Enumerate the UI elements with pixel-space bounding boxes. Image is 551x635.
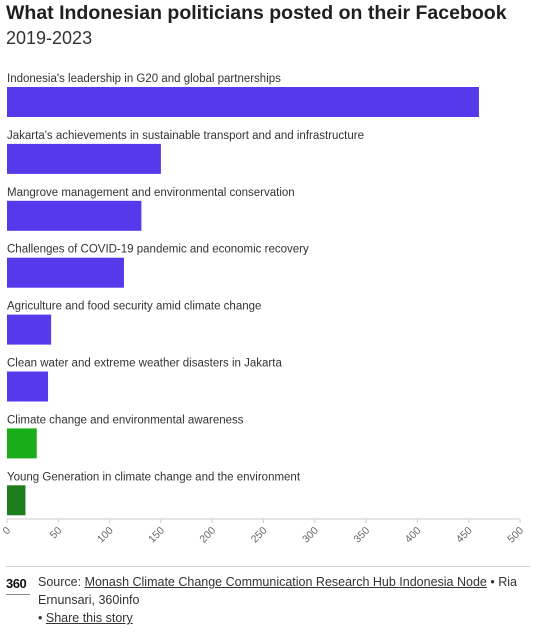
bar xyxy=(7,87,479,117)
source-prefix: Source: xyxy=(38,575,85,589)
bar xyxy=(7,371,49,402)
category-label: Clean water and extreme weather disaster… xyxy=(7,358,282,370)
x-tick-label: 150 xyxy=(146,525,167,546)
source-line: Source: Monash Climate Change Communicat… xyxy=(38,573,526,609)
category-label: Climate change and environmental awarene… xyxy=(7,414,244,426)
chart-subtitle: 2019-2023 xyxy=(6,28,93,48)
share-line: • Share this story xyxy=(38,609,526,627)
x-tick-label: 250 xyxy=(249,525,270,546)
x-tick-label: 400 xyxy=(403,525,424,546)
logo-text: 360 xyxy=(6,576,27,591)
category-label: Indonesia's leadership in G20 and global… xyxy=(7,73,281,85)
x-tick-label: 500 xyxy=(505,525,526,546)
category-label: Jakarta's achievements in sustainable tr… xyxy=(7,130,364,142)
source-author: Ria Ernunsari, 360info xyxy=(38,575,517,607)
x-tick-label: 50 xyxy=(48,525,65,542)
share-link[interactable]: Share this story xyxy=(45,611,133,625)
x-tick-label: 100 xyxy=(95,525,116,546)
bar xyxy=(7,314,52,345)
footer: 360 Source: Monash Climate Change Commun… xyxy=(6,573,526,627)
chart-title: What Indonesian politicians posted on th… xyxy=(6,2,507,24)
360info-logo: 360 xyxy=(6,575,36,595)
source-link[interactable]: Monash Climate Change Communication Rese… xyxy=(84,575,487,589)
category-label: Mangrove management and environmental co… xyxy=(7,187,295,199)
share-prefix: • xyxy=(38,611,46,625)
x-tick-label: 200 xyxy=(197,525,218,546)
bar xyxy=(7,257,124,288)
bar-chart: Indonesia's leadership in G20 and global… xyxy=(1,73,527,546)
x-tick-label: 0 xyxy=(1,525,14,538)
footer-divider xyxy=(6,566,530,567)
x-axis: 0 50 100 150 200 250 300 350 400 450 500 xyxy=(1,518,526,546)
category-label: Agriculture and food security amid clima… xyxy=(7,301,261,313)
category-label: Young Generation in climate change and t… xyxy=(7,471,301,483)
bar xyxy=(7,485,26,516)
bars-layer: Indonesia's leadership in G20 and global… xyxy=(7,73,479,516)
bar xyxy=(7,143,161,174)
x-tick-label: 300 xyxy=(300,525,321,546)
x-tick-label: 350 xyxy=(351,525,372,546)
x-tick-label: 450 xyxy=(454,525,475,546)
bar xyxy=(7,428,37,459)
bar xyxy=(7,200,142,231)
source-separator: • xyxy=(486,575,499,589)
category-label: Challenges of COVID-19 pandemic and econ… xyxy=(7,244,309,256)
